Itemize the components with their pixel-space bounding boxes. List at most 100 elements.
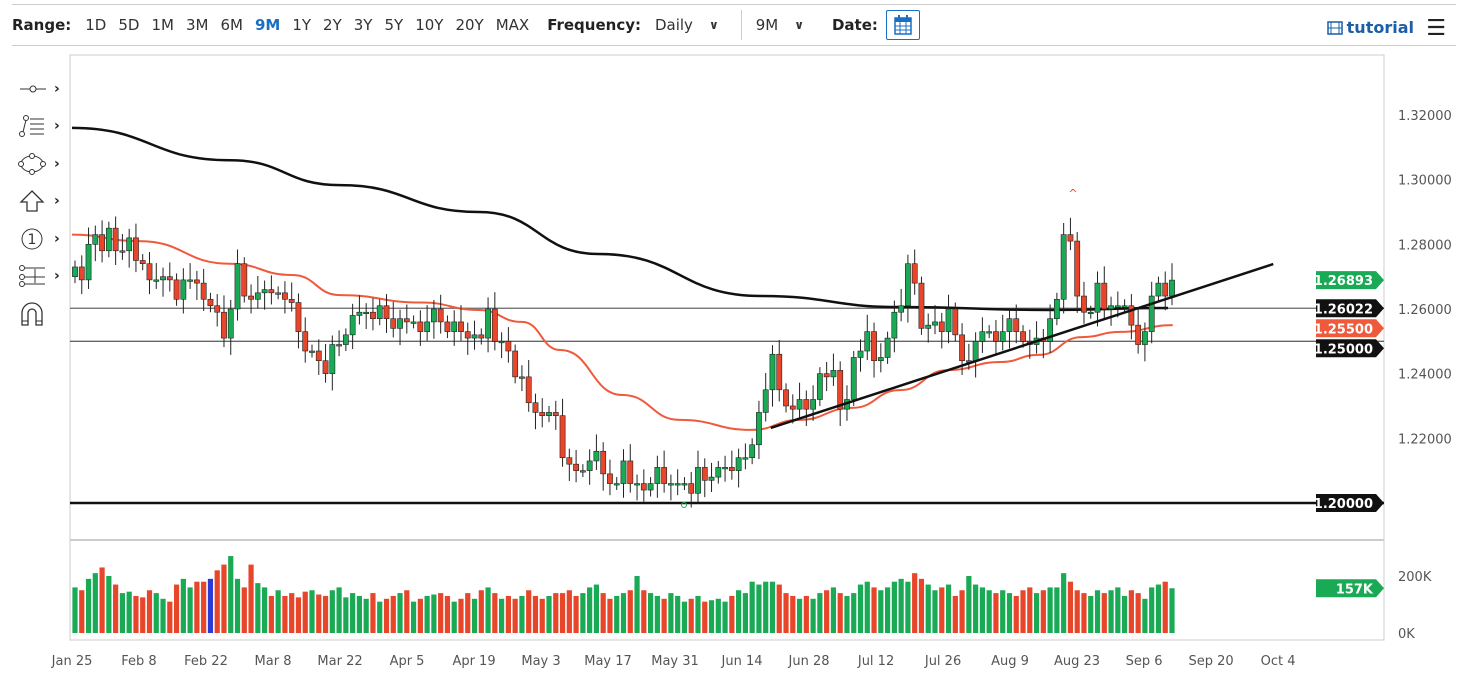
volume-tag: 157K [1336,582,1374,597]
volume-bar [356,595,363,633]
volume-bar [106,576,112,633]
y-tick-label: 1.28000 [1398,238,1452,253]
candle-body [1108,305,1114,310]
candle-body [241,263,248,297]
range-buttons: 1D 5D 1M 3M 6M 9M 1Y 2Y 3Y 5Y 10Y 20Y MAX [79,16,535,34]
range-max[interactable]: MAX [495,16,530,34]
candle-body [166,276,173,281]
tutorial-link[interactable]: tutorial [1326,18,1414,37]
volume-bar [1162,581,1168,633]
period-select[interactable]: 9M ∨ [756,16,804,34]
shape-tool-icon [18,152,46,175]
x-tick-label: Apr 5 [390,654,425,669]
arrow-tool-button[interactable]: › [18,183,66,221]
fibonacci-tool-button[interactable]: › [18,108,66,146]
shape-tool-button[interactable]: › [18,145,66,183]
volume-bar [1047,587,1053,633]
candle-body [850,357,857,400]
candle-body [105,227,112,252]
volume-bar [614,595,620,633]
candle-body [1101,282,1108,310]
trend-line [770,262,1274,430]
high-marker: ^ [1068,187,1077,200]
range-9m[interactable]: 9M [254,16,281,34]
volume-bar [966,576,972,633]
x-tick-label: Feb 22 [184,654,228,669]
candle-body [207,298,214,307]
volume-bar [79,590,85,633]
volume-bar [878,590,884,633]
volume-bar [390,595,396,633]
y-tick-label: 1.24000 [1398,368,1452,383]
range-2y[interactable]: 2Y [323,16,342,34]
range-6m[interactable]: 6M [220,16,243,34]
candle-body [505,341,512,352]
price-tag: 1.25000 [1314,342,1373,357]
line-tool-button[interactable]: › [18,70,66,108]
range-3y[interactable]: 3Y [353,16,373,34]
volume-bar [519,595,525,633]
frequency-select[interactable]: Daily ∨ [655,16,719,34]
range-1d[interactable]: 1D [85,16,107,34]
range-5y[interactable]: 5Y [384,16,404,34]
volume-bar [255,583,261,633]
volume-bar [471,598,478,633]
candle-body [783,389,789,407]
candle-body [728,467,735,471]
volume-bar [884,587,891,633]
annotation-tool-button[interactable]: 1 › [18,220,66,258]
x-tick-label: May 3 [521,654,560,669]
candle-body [579,470,586,473]
volume-bar [654,595,660,633]
candle-body [390,318,397,329]
range-1y[interactable]: 1Y [292,16,312,34]
volume-bar [790,595,796,633]
candle-body [437,308,444,323]
divider [740,10,742,40]
candle-body [288,298,295,303]
price-tag: 1.25500 [1314,322,1373,337]
hamburger-icon[interactable]: ☰ [1426,16,1446,41]
range-1m[interactable]: 1M [151,16,174,34]
candle-body [986,331,993,334]
candle-body [424,321,431,332]
candle-body [668,483,674,486]
volume-bar [810,598,816,633]
volume-bar [532,595,539,633]
volume-bar [925,584,931,633]
range-20y[interactable]: 20Y [455,16,484,34]
volume-bar [275,590,281,633]
volume-bar [912,573,918,633]
candle-body [945,308,952,332]
volume-bar [580,593,586,633]
candle-body [221,311,227,339]
volume-bar [302,591,308,633]
volume-tick-label: 200K [1398,570,1432,585]
candle-body [72,266,78,277]
x-tick-label: Aug 9 [991,654,1029,669]
candle-body [546,412,552,416]
x-tick-label: Jul 26 [924,654,961,669]
magnet-button[interactable] [18,295,66,333]
date-label: Date: [831,16,878,34]
calendar-button[interactable] [885,10,920,40]
volume-bar [1081,593,1087,633]
drawing-toolbar: › › › › 1 › › [18,70,66,333]
volume-bar [451,601,457,633]
measure-tool-icon [19,265,45,288]
volume-bar [329,590,335,633]
candle-body [1047,318,1054,342]
range-10y[interactable]: 10Y [415,16,444,34]
volume-bar [830,587,837,633]
measure-tool-button[interactable]: › [18,258,66,296]
candle-body [261,289,268,294]
candle-body [539,412,546,416]
candle-body [173,279,180,300]
volume-bar [959,590,965,633]
range-5d[interactable]: 5D [118,16,140,34]
range-3m[interactable]: 3M [185,16,209,34]
candle-body [1006,318,1013,332]
volume-bar [119,593,126,633]
volume-bar [641,590,647,633]
